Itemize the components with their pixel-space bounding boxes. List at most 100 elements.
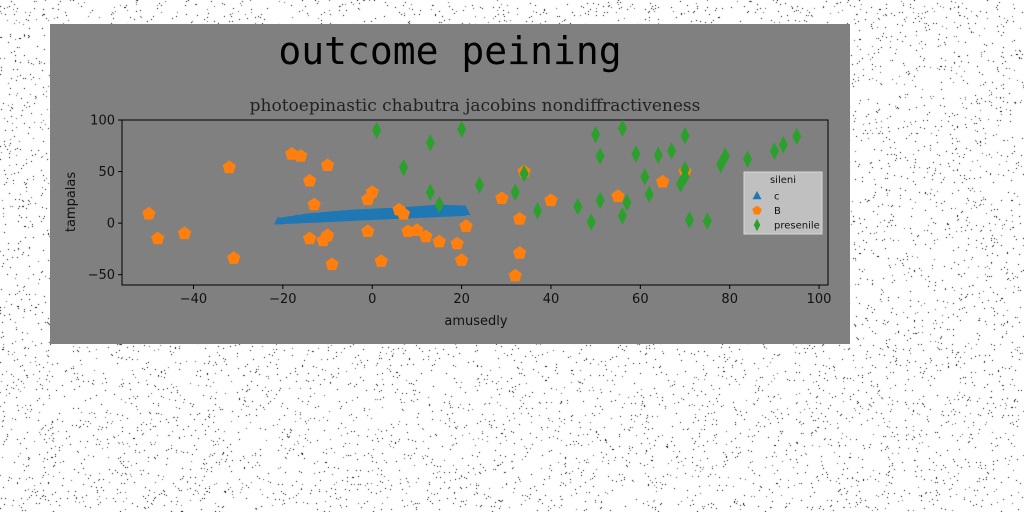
data-point <box>316 233 330 247</box>
data-point <box>675 175 686 193</box>
x-tick-label: 60 <box>632 292 649 307</box>
data-point <box>307 197 321 211</box>
data-point <box>631 145 641 163</box>
legend-label: presenile <box>774 221 820 232</box>
x-tick-label: 20 <box>453 292 470 307</box>
data-point <box>381 207 391 217</box>
data-point <box>617 119 628 137</box>
data-point <box>667 142 677 160</box>
data-point <box>680 167 690 186</box>
y-tick-label: 100 <box>90 114 115 129</box>
y-tick-label: 50 <box>98 165 115 180</box>
data-point <box>622 193 632 212</box>
data-point <box>573 197 583 216</box>
y-axis-label: tampalas <box>64 172 79 233</box>
data-point <box>419 229 433 243</box>
data-point <box>459 219 473 232</box>
data-point <box>227 251 241 264</box>
data-point <box>595 191 605 210</box>
data-point <box>325 257 339 270</box>
y-axis: −50 0 50 100 <box>88 114 122 283</box>
data-point <box>508 268 522 282</box>
data-point <box>361 224 375 237</box>
data-point <box>452 205 462 214</box>
data-point <box>510 183 520 201</box>
data-point <box>273 216 283 225</box>
x-tick-label: 80 <box>721 292 738 307</box>
data-point <box>644 185 654 203</box>
chart-subtitle: photoepinastic chabutra jacobins nondiff… <box>250 96 701 116</box>
data-point <box>769 142 779 160</box>
x-tick-label: 0 <box>368 292 376 307</box>
data-point <box>345 209 355 219</box>
data-point <box>398 158 409 177</box>
data-point <box>327 210 337 220</box>
data-point <box>177 226 192 240</box>
x-axis-label: amusedly <box>444 314 508 329</box>
data-point <box>303 173 317 187</box>
data-point <box>519 164 529 183</box>
data-point <box>792 127 802 146</box>
legend-marker-presenile <box>753 218 761 232</box>
data-point <box>513 212 527 225</box>
data-point <box>454 253 469 266</box>
x-tick-label: −40 <box>180 292 207 307</box>
series-presenile <box>372 119 802 231</box>
data-point <box>416 205 426 214</box>
data-point <box>656 174 670 188</box>
data-point <box>586 213 596 231</box>
data-point <box>222 160 236 174</box>
data-point <box>743 150 753 168</box>
data-point <box>320 158 335 171</box>
data-point <box>372 121 382 140</box>
data-point <box>410 223 424 236</box>
legend-title: sileni <box>770 175 796 186</box>
data-point <box>680 126 690 145</box>
data-point <box>363 208 373 218</box>
data-point <box>778 136 788 154</box>
legend-label: c <box>774 192 780 203</box>
data-point <box>611 189 625 202</box>
data-point <box>425 133 435 152</box>
data-point <box>303 231 317 245</box>
data-point <box>513 246 527 259</box>
x-tick-label: 40 <box>543 292 560 307</box>
y-tick-label: 0 <box>107 217 115 232</box>
data-point <box>151 231 165 245</box>
legend-marker-B <box>752 205 762 215</box>
series-c-band <box>278 204 467 225</box>
data-point <box>684 211 695 229</box>
data-point <box>365 185 379 198</box>
data-point <box>142 206 156 220</box>
data-point <box>432 234 446 248</box>
data-point <box>617 207 628 225</box>
data-point <box>595 147 605 165</box>
data-point <box>474 176 485 194</box>
data-point <box>495 191 509 204</box>
data-point <box>533 202 543 220</box>
data-point <box>461 206 471 216</box>
x-tick-label: 100 <box>807 292 832 307</box>
data-point <box>309 211 319 221</box>
data-point <box>702 212 712 230</box>
chart-title: outcome peining <box>278 29 621 73</box>
data-point <box>640 167 650 186</box>
legend-marker-c <box>752 191 762 200</box>
series-B <box>142 147 692 282</box>
data-point <box>294 149 308 162</box>
data-point <box>374 254 388 267</box>
data-point <box>291 214 301 223</box>
data-point <box>591 125 601 144</box>
data-point <box>434 195 444 214</box>
series-layer <box>142 119 802 282</box>
x-axis: −40 −20 0 20 40 60 80 100 <box>180 285 832 307</box>
data-point <box>720 147 730 165</box>
x-tick-label: −20 <box>269 292 296 307</box>
data-point <box>653 146 663 164</box>
data-point <box>396 206 411 220</box>
data-point <box>425 183 435 201</box>
series-c <box>273 204 471 225</box>
legend-label: B <box>774 206 781 217</box>
